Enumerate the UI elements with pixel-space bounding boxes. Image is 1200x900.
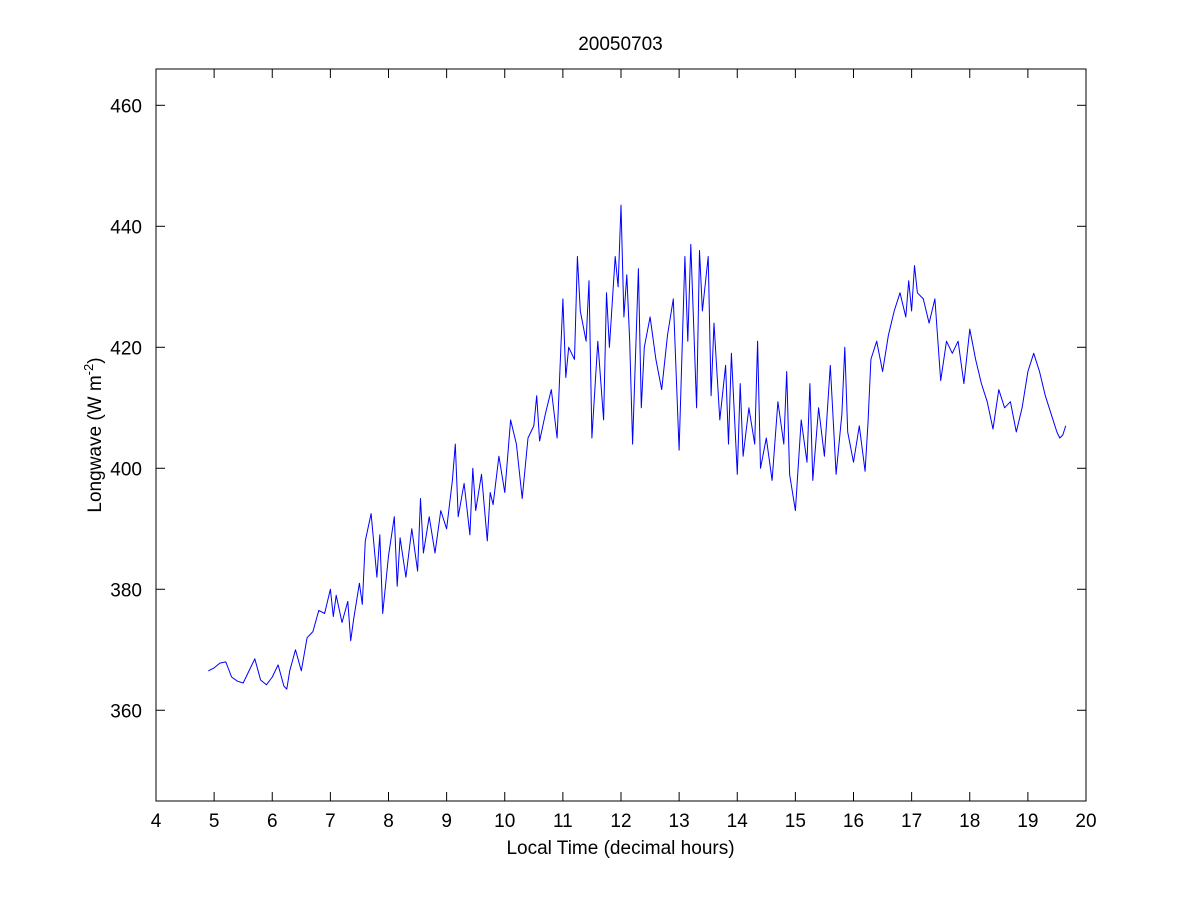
x-tick-label: 7 bbox=[325, 811, 336, 832]
x-tick-label: 13 bbox=[669, 811, 690, 832]
x-axis-label: Local Time (decimal hours) bbox=[506, 838, 734, 859]
y-axis-label-main: Longwave (W m bbox=[85, 375, 106, 512]
x-tick-label: 10 bbox=[494, 811, 515, 832]
x-tick-label: 14 bbox=[727, 811, 749, 832]
y-tick-label: 420 bbox=[110, 338, 142, 359]
x-tick-label: 6 bbox=[267, 811, 278, 832]
x-tick-label: 17 bbox=[901, 811, 922, 832]
x-tick-label: 12 bbox=[610, 811, 631, 832]
x-tick-label: 5 bbox=[209, 811, 220, 832]
y-axis-label: Longwave (W m-2) bbox=[81, 357, 106, 512]
x-tick-label: 4 bbox=[151, 811, 162, 832]
x-tick-label: 11 bbox=[553, 811, 573, 832]
y-tick-label: 360 bbox=[110, 701, 142, 722]
x-tick-label: 8 bbox=[383, 811, 394, 832]
plot-area-frame bbox=[155, 68, 1087, 802]
longwave-series-line bbox=[208, 204, 1067, 690]
y-tick-label: 460 bbox=[110, 96, 142, 117]
x-tick-label: 16 bbox=[843, 811, 864, 832]
y-tick-label: 440 bbox=[110, 217, 142, 238]
y-axis-label-close: ) bbox=[85, 357, 106, 363]
y-tick-label: 380 bbox=[110, 580, 142, 601]
x-tick-label: 20 bbox=[1075, 811, 1096, 832]
x-tick-label: 18 bbox=[959, 811, 980, 832]
x-tick-label: 9 bbox=[441, 811, 452, 832]
x-tick-label: 15 bbox=[785, 811, 806, 832]
chart-title: 20050703 bbox=[578, 34, 663, 55]
x-axis-ticks: 4 5 6 7 8 9 10 11 12 13 14 15 16 17 18 19 20 bbox=[151, 69, 1097, 832]
y-axis-ticks: 360 380 400 420 440 460 bbox=[110, 96, 1086, 722]
y-tick-label: 400 bbox=[110, 459, 142, 480]
y-axis-label-superscript: -2 bbox=[81, 364, 96, 376]
x-tick-label: 19 bbox=[1017, 811, 1038, 832]
